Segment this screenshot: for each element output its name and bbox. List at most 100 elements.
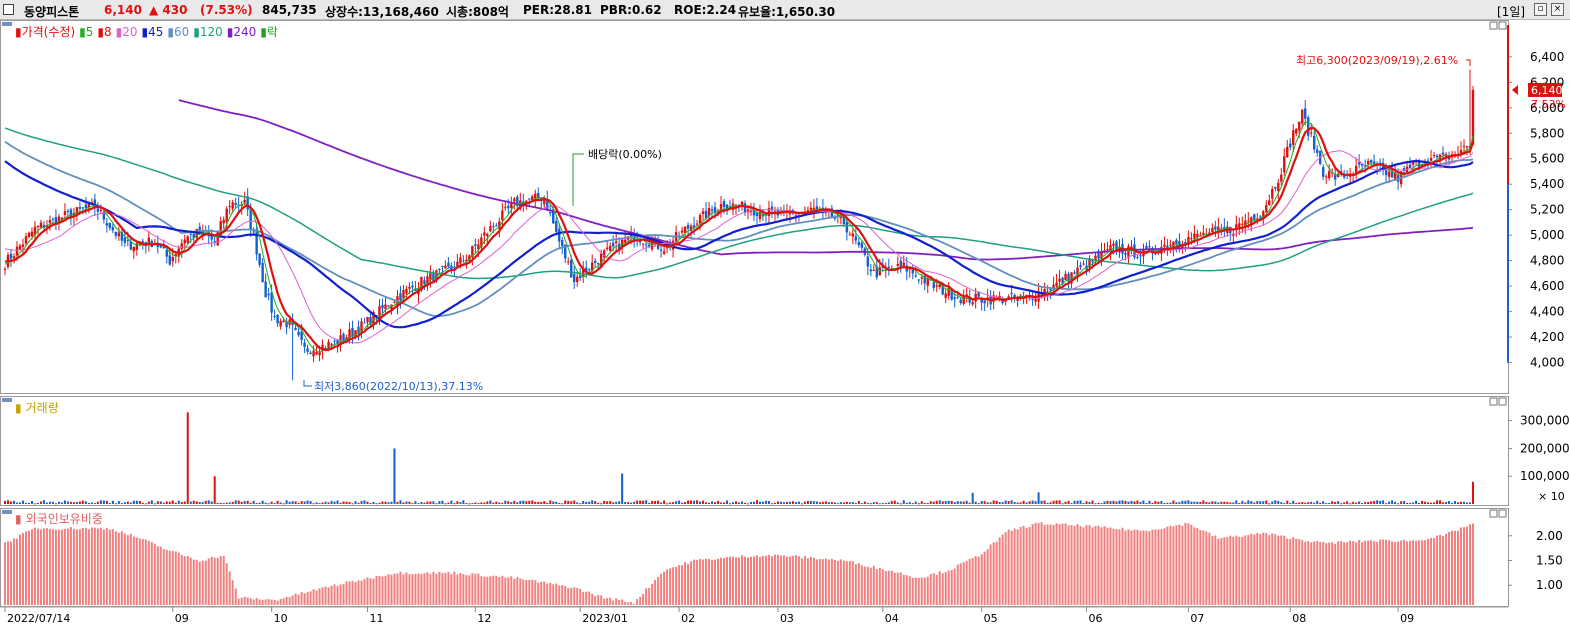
foreign-bar bbox=[917, 577, 920, 605]
legend-item-6[interactable]: ▮120 bbox=[193, 25, 223, 39]
foreign-bar bbox=[1106, 527, 1109, 605]
stock-name[interactable]: 동양피스톤 bbox=[24, 5, 80, 19]
candle-body bbox=[740, 201, 744, 206]
candle-body bbox=[1330, 172, 1334, 174]
candle-body bbox=[360, 321, 363, 332]
candle-body bbox=[318, 352, 321, 356]
volume-bar bbox=[78, 501, 81, 504]
foreign-bar bbox=[411, 574, 414, 605]
legend-item-0[interactable]: ▮가격(수정) bbox=[15, 25, 76, 39]
volume-bar bbox=[1124, 500, 1127, 504]
foreign-bar bbox=[339, 584, 342, 605]
volume-bar bbox=[471, 503, 474, 505]
volume-bar bbox=[1259, 501, 1262, 504]
foreign-bar bbox=[1091, 527, 1094, 605]
legend-item-3[interactable]: ▮20 bbox=[115, 25, 138, 39]
foreign-bar bbox=[447, 572, 450, 605]
legend-item-8[interactable]: ▮락 bbox=[260, 25, 278, 39]
foreign-bar bbox=[102, 529, 105, 605]
candle-body bbox=[1241, 223, 1244, 225]
volume-bar bbox=[944, 501, 947, 504]
foreign-bar bbox=[333, 584, 336, 605]
volume-bar bbox=[1328, 502, 1331, 504]
legend-item-2[interactable]: ▮8 bbox=[97, 25, 112, 39]
foreign-bar bbox=[264, 599, 267, 605]
volume-bar bbox=[459, 502, 462, 504]
legend-item-4[interactable]: ▮45 bbox=[141, 25, 164, 39]
candle-body bbox=[1298, 121, 1301, 131]
foreign-bar bbox=[1094, 526, 1097, 605]
candle-body bbox=[270, 292, 273, 313]
volume-bar bbox=[866, 502, 869, 504]
candle-body bbox=[387, 305, 390, 307]
foreign-bar bbox=[288, 597, 291, 605]
volume-bar bbox=[830, 502, 833, 504]
volume-bar bbox=[881, 503, 884, 505]
foreign-bar bbox=[537, 582, 540, 605]
legend-item-5[interactable]: ▮60 bbox=[167, 25, 190, 39]
foreign-bar bbox=[1133, 529, 1136, 605]
current-price-arrow-icon bbox=[1512, 84, 1518, 95]
foreign-bar bbox=[18, 534, 21, 605]
foreign-bar bbox=[767, 555, 770, 605]
foreign-bar bbox=[899, 572, 902, 605]
foreign-bar bbox=[1253, 534, 1256, 605]
foreign-bar bbox=[435, 573, 438, 605]
period-selector[interactable]: [1일] bbox=[1497, 5, 1526, 19]
foreign-bar bbox=[1271, 533, 1274, 605]
volume-bar bbox=[99, 500, 102, 504]
foreign-bar bbox=[228, 571, 231, 605]
candle-body bbox=[573, 274, 576, 283]
foreign-bar bbox=[654, 579, 657, 605]
foreign-bar bbox=[423, 573, 426, 605]
foreign-bar bbox=[519, 578, 522, 605]
candle-body bbox=[968, 297, 971, 303]
select-checkbox[interactable] bbox=[3, 4, 14, 15]
volume-bar bbox=[189, 501, 192, 504]
legend-item-1[interactable]: ▮5 bbox=[79, 25, 94, 39]
current-price: 6,140 bbox=[104, 3, 142, 17]
volume-bar bbox=[714, 502, 717, 504]
maximize-icon[interactable]: ▫ bbox=[1534, 3, 1547, 16]
x-axis-label: 04 bbox=[885, 612, 899, 625]
volume-bar bbox=[806, 500, 809, 504]
volume-bar bbox=[1307, 502, 1310, 504]
foreign-bar bbox=[84, 528, 87, 605]
volume-bar bbox=[258, 502, 261, 504]
candle-body bbox=[483, 232, 486, 236]
volume-bar bbox=[959, 501, 962, 504]
volume-bar bbox=[1424, 501, 1427, 504]
foreign-bar bbox=[381, 576, 384, 605]
foreign-bar bbox=[1229, 535, 1232, 605]
candle-body bbox=[99, 209, 103, 212]
foreign-bar bbox=[642, 594, 645, 605]
candle-body bbox=[644, 244, 648, 246]
close-icon[interactable]: × bbox=[1551, 3, 1564, 16]
volume-bar bbox=[12, 500, 15, 504]
volume-bar bbox=[594, 501, 597, 504]
volume-bar bbox=[752, 501, 755, 504]
candle-body bbox=[48, 220, 52, 223]
candle-body bbox=[617, 243, 621, 251]
foreign-bar bbox=[1349, 540, 1352, 605]
volume-bar bbox=[468, 503, 471, 505]
candle-body bbox=[1277, 182, 1280, 191]
candle-body bbox=[480, 237, 483, 248]
legend-item-7[interactable]: ▮240 bbox=[226, 25, 257, 39]
foreign-bar bbox=[564, 586, 567, 605]
candle-body bbox=[1333, 174, 1337, 180]
foreign-bar bbox=[1352, 541, 1355, 605]
volume-bar bbox=[1220, 501, 1223, 504]
current-price-label: 6,140 bbox=[1531, 84, 1563, 97]
volume-bar bbox=[860, 503, 863, 505]
foreign-bar bbox=[1202, 530, 1205, 605]
foreign-bar bbox=[252, 599, 255, 605]
volume-bar bbox=[845, 501, 848, 504]
volume-bar bbox=[740, 501, 743, 504]
foreign-bar bbox=[1097, 525, 1100, 605]
volume-bar bbox=[480, 502, 483, 504]
volume-bar bbox=[821, 501, 824, 504]
volume-bar bbox=[884, 502, 887, 504]
volume-bar bbox=[785, 501, 788, 504]
foreign-bar bbox=[827, 559, 830, 605]
